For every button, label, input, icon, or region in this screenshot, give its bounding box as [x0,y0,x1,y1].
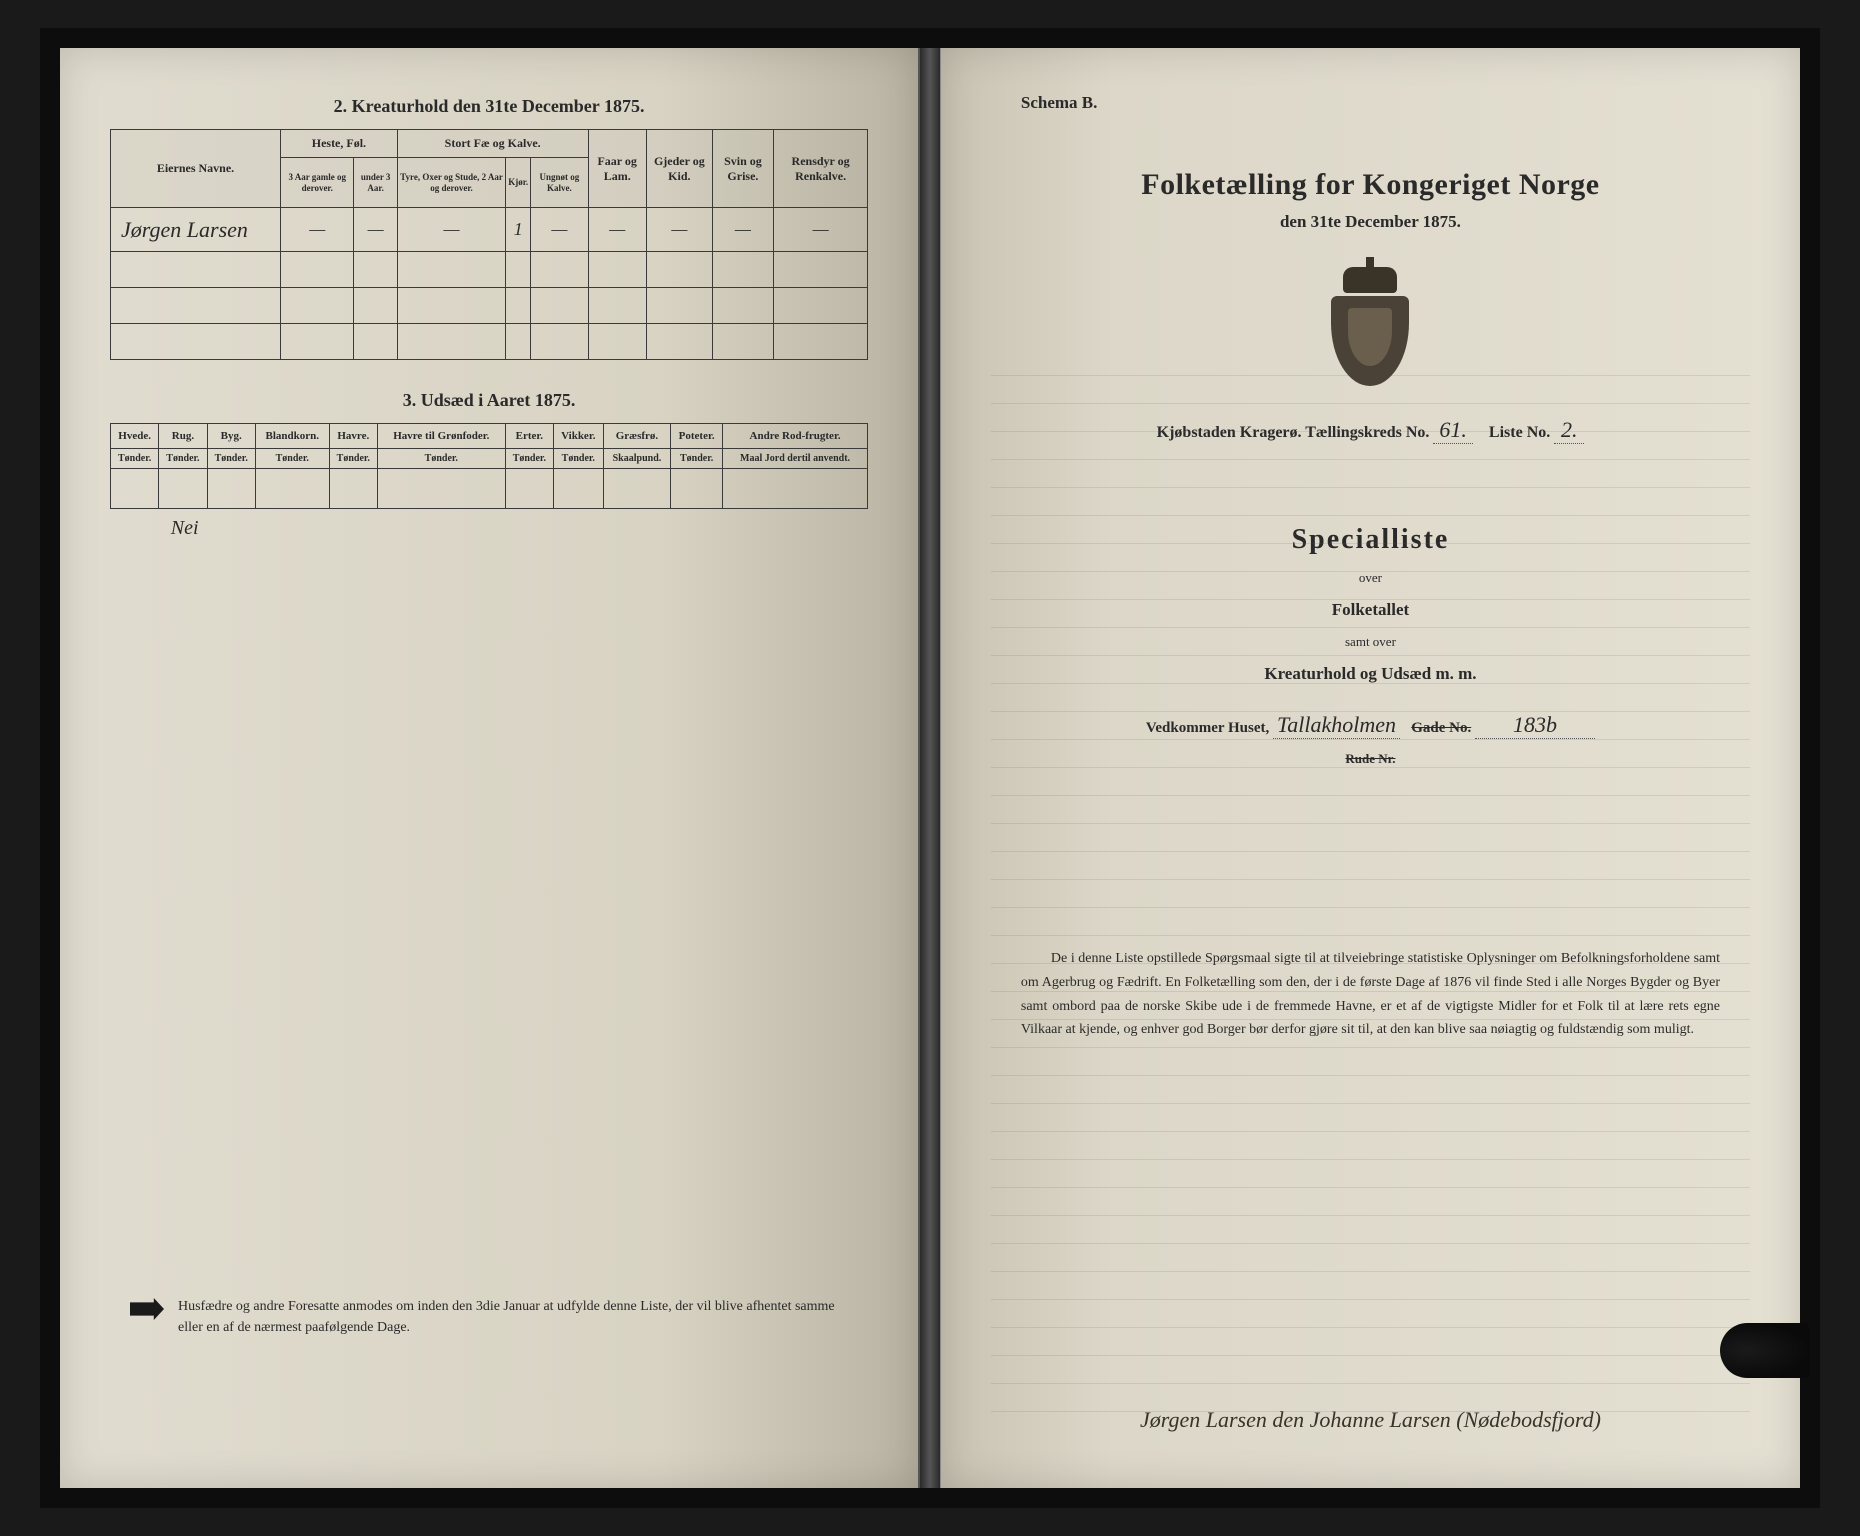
pointing-hand-icon [130,1298,164,1320]
grp-fae: Stort Fæ og Kalve. [397,130,588,158]
sub-f0: Tyre, Oxer og Stude, 2 Aar og derover. [397,158,505,208]
c2s: Tønder. [207,449,255,469]
meta-prefix: Kjøbstaden Kragerø. Tællingskreds No. [1157,424,1430,441]
c7s: Tønder. [553,449,603,469]
c8s: Skaalpund. [603,449,671,469]
c4s: Tønder. [329,449,377,469]
section2-title: 2. Kreaturhold den 31te December 1875. [110,96,868,117]
c9h: Poteter. [671,424,723,449]
owner-header: Eiernes Navne. [111,130,281,208]
section3-title: 3. Udsæd i Aaret 1875. [110,390,868,411]
book-spread: 2. Kreaturhold den 31te December 1875. E… [40,28,1820,1508]
house-label: Vedkommer Huset, [1146,720,1269,736]
footer-text: Husfædre og andre Foresatte anmodes om i… [178,1296,858,1338]
v6: — [646,208,712,252]
sub-h0: 3 Aar gamle og derover. [281,158,354,208]
c3s: Tønder. [255,449,329,469]
spec-l2: Folketallet [991,600,1750,620]
v8: — [774,208,868,252]
sub-h1: under 3 Aar. [354,158,397,208]
v5: — [588,208,646,252]
c6s: Tønder. [505,449,553,469]
v4: — [531,208,588,252]
gade-no: 183b [1475,712,1595,739]
liste-label: Liste No. [1489,424,1550,441]
page-title: Folketælling for Kongeriget Norge [991,168,1750,202]
paragraph: De i denne Liste opstillede Spørgsmaal s… [991,947,1750,1042]
house-line: Vedkommer Huset, Tallakholmen Gade No. 1… [991,712,1750,739]
book-spine [920,48,940,1488]
grp-faar: Faar og Lam. [588,130,646,208]
c1s: Tønder. [159,449,207,469]
schema-label: Schema B. [1021,93,1750,113]
thumb-shadow [1720,1323,1810,1378]
table-row [111,252,868,288]
left-page: 2. Kreaturhold den 31te December 1875. E… [60,48,920,1488]
sub-f2: Ungnøt og Kalve. [531,158,588,208]
gade-label: Gade No. [1411,720,1471,736]
v2: — [397,208,505,252]
table-row [111,324,868,360]
table-row: Nei [111,509,868,549]
c6h: Erter. [505,424,553,449]
grp-svin: Svin og Grise. [712,130,773,208]
kreds-no: 61. [1433,417,1473,444]
spec-l4: Kreaturhold og Udsæd m. m. [991,664,1750,684]
c5s: Tønder. [377,449,505,469]
grp-heste: Heste, Føl. [281,130,398,158]
spec-l3: samt over [991,634,1750,650]
c2h: Byg. [207,424,255,449]
specialliste-block: Specialliste over Folketallet samt over … [991,524,1750,767]
v0: — [281,208,354,252]
liste-no: 2. [1554,417,1584,444]
coat-of-arms-icon [1323,267,1418,387]
title-date: den 31te December 1875. [991,212,1750,232]
owner-name: Jørgen Larsen [111,208,281,252]
c9s: Tønder. [671,449,723,469]
c1h: Rug. [159,424,207,449]
spec-l1: over [991,570,1750,586]
livestock-table: Eiernes Navne. Heste, Føl. Stort Fæ og K… [110,129,868,360]
c0s: Tønder. [111,449,159,469]
grp-rensdyr: Rensdyr og Renkalve. [774,130,868,208]
c5h: Havre til Grønfoder. [377,424,505,449]
seed-hand-note: Nei [159,509,868,549]
v7: — [712,208,773,252]
spec-title: Specialliste [991,524,1750,556]
seed-table: Hvede. Rug. Byg. Blandkorn. Havre. Havre… [110,423,868,549]
rude-nr: Rude Nr. [991,751,1750,767]
table-row [111,469,868,509]
c3h: Blandkorn. [255,424,329,449]
c10h: Andre Rod-frugter. [722,424,867,449]
c10s: Maal Jord dertil anvendt. [722,449,867,469]
sub-f1: Kjør. [506,158,531,208]
table-row [111,288,868,324]
bottom-handwriting: Jørgen Larsen den Johanne Larsen (Nødebo… [941,1407,1800,1433]
house-hand: Tallakholmen [1273,712,1400,739]
footer-note: Husfædre og andre Foresatte anmodes om i… [130,1296,858,1338]
c0h: Hvede. [111,424,159,449]
grp-gjeder: Gjeder og Kid. [646,130,712,208]
c8h: Græsfrø. [603,424,671,449]
right-page: Schema B. Folketælling for Kongeriget No… [940,48,1800,1488]
ruled-lines [991,348,1750,1428]
v1: — [354,208,397,252]
c4h: Havre. [329,424,377,449]
table-row: Jørgen Larsen — — — 1 — — — — — [111,208,868,252]
v3: 1 [506,208,531,252]
meta-line: Kjøbstaden Kragerø. Tællingskreds No. 61… [991,417,1750,444]
c7h: Vikker. [553,424,603,449]
